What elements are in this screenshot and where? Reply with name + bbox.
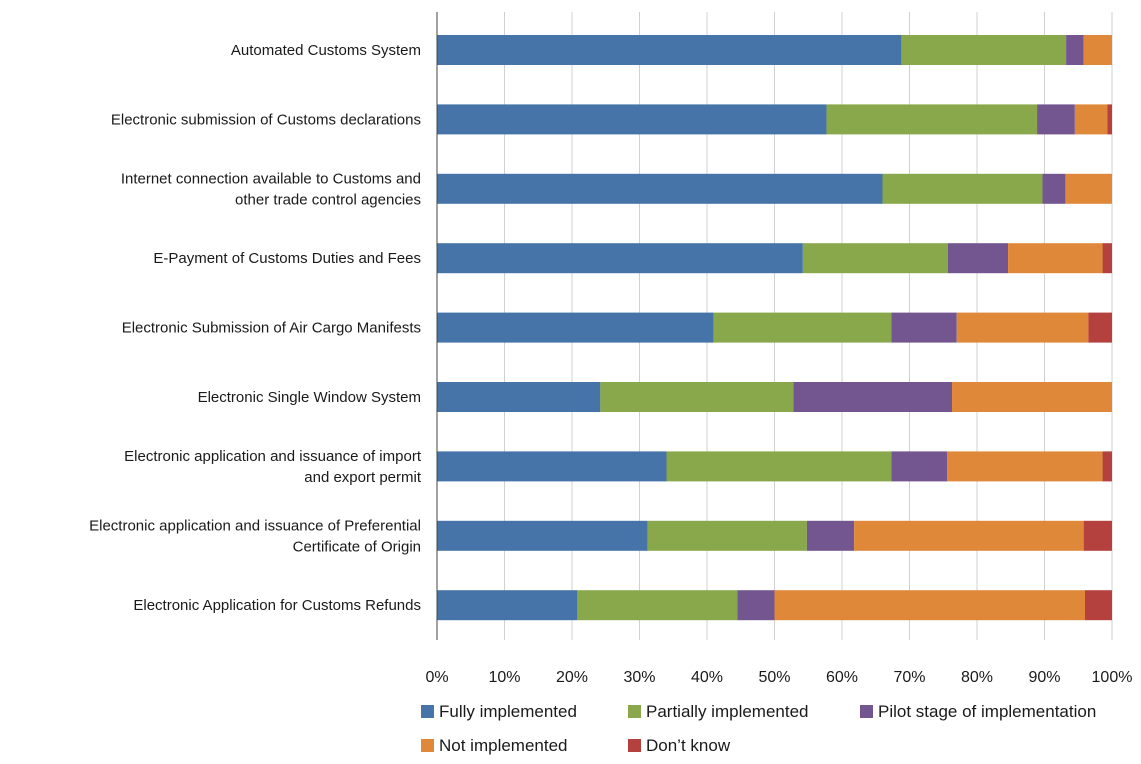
bar-segment — [952, 382, 1112, 412]
bar-segment — [1088, 312, 1112, 343]
legend-swatch — [421, 705, 434, 718]
bar-segment — [437, 312, 714, 343]
category-label: Electronic Submission of Air Cargo Manif… — [122, 320, 421, 337]
category-label-line: Electronic application and issuance of i… — [124, 448, 422, 465]
legend-label: Fully implemented — [439, 702, 577, 721]
legend-label: Don’t know — [646, 736, 731, 755]
bar-segment — [1107, 104, 1112, 135]
bar-segment — [437, 590, 578, 621]
bar-segment — [947, 243, 1009, 274]
category-label-line: Electronic Single Window System — [198, 389, 421, 406]
bar-segment — [1042, 173, 1066, 204]
bar-segment — [1085, 590, 1112, 621]
bar-segment — [577, 590, 738, 621]
legend-swatch — [860, 705, 873, 718]
bar-segment — [882, 173, 1043, 204]
bar-segment — [437, 451, 667, 482]
x-tick-label: 30% — [623, 669, 655, 686]
bar-segment — [1008, 243, 1103, 274]
category-label-line: Internet connection available to Customs… — [121, 170, 421, 187]
bar-segment — [1066, 35, 1084, 65]
legend-swatch — [628, 705, 641, 718]
bar-segment — [737, 590, 775, 621]
x-tick-label: 90% — [1028, 669, 1060, 686]
bar-segment — [802, 243, 948, 274]
bar-segment — [806, 520, 855, 551]
bar-segment — [901, 35, 1067, 65]
bar-segment — [774, 590, 1085, 621]
x-tick-label: 10% — [488, 669, 520, 686]
category-label: Electronic Single Window System — [198, 389, 421, 406]
bar-segment — [437, 243, 803, 274]
legend-item: Partially implemented — [628, 702, 809, 721]
bar-segment — [1065, 173, 1112, 204]
legend-swatch — [628, 739, 641, 752]
legend-label: Partially implemented — [646, 702, 809, 721]
x-tick-labels: 0% 10% 20% 30% 40% 50% 60% 70% 80% 90% 100% — [425, 669, 1132, 686]
bar-segment — [437, 35, 902, 65]
bar-segment — [1074, 104, 1108, 135]
bar-segment — [1037, 104, 1075, 135]
x-tick-label: 80% — [961, 669, 993, 686]
bar-segment — [891, 451, 948, 482]
bar-segment — [956, 312, 1089, 343]
category-label-line: Automated Customs System — [231, 42, 421, 59]
legend-item: Not implemented — [421, 736, 568, 755]
bar-segment — [437, 520, 648, 551]
legend: Fully implemented Partially implemented Pi… — [421, 702, 1096, 755]
legend-item: Pilot stage of implementation — [860, 702, 1096, 721]
bar-segment — [713, 312, 892, 343]
bar-segment — [947, 451, 1103, 482]
bar-segment — [1102, 451, 1112, 482]
bars — [437, 35, 1112, 621]
category-label-line: Electronic Submission of Air Cargo Manif… — [122, 320, 421, 337]
x-tick-label: 20% — [556, 669, 588, 686]
category-label: Electronic application and issuance of i… — [124, 448, 422, 486]
category-label: Electronic application and issuance of P… — [89, 517, 421, 555]
category-label-line: and export permit — [304, 469, 422, 486]
bar-segment — [437, 382, 601, 412]
bar-segment — [1102, 243, 1112, 274]
x-tick-label: 50% — [758, 669, 790, 686]
legend-item: Fully implemented — [421, 702, 577, 721]
category-label-line: Electronic application and issuance of P… — [89, 517, 421, 534]
x-tick-label: 100% — [1092, 669, 1133, 686]
x-tick-label: 70% — [893, 669, 925, 686]
x-tick-label: 60% — [826, 669, 858, 686]
bar-segment — [437, 173, 883, 204]
category-label: Electronic Application for Customs Refun… — [133, 597, 421, 614]
category-label-line: Electronic Application for Customs Refun… — [133, 597, 421, 614]
category-label: Electronic submission of Customs declara… — [111, 111, 421, 128]
legend-swatch — [421, 739, 434, 752]
legend-label: Not implemented — [439, 736, 568, 755]
bar-segment — [1083, 520, 1112, 551]
category-label: Automated Customs System — [231, 42, 421, 59]
category-label-line: E-Payment of Customs Duties and Fees — [153, 250, 421, 267]
bar-segment — [891, 312, 957, 343]
bar-segment — [826, 104, 1038, 135]
bar-segment — [437, 104, 827, 135]
bar-segment — [854, 520, 1084, 551]
category-label-line: Certificate of Origin — [293, 538, 421, 555]
bar-segment — [600, 382, 794, 412]
bar-segment — [666, 451, 892, 482]
category-label: Internet connection available to Customs… — [121, 170, 421, 208]
category-labels: Automated Customs System Electronic submi… — [89, 42, 422, 614]
x-tick-label: 0% — [425, 669, 448, 686]
category-label-line: other trade control agencies — [235, 191, 421, 208]
bar-segment — [1083, 35, 1112, 65]
legend-item: Don’t know — [628, 736, 731, 755]
legend-label: Pilot stage of implementation — [878, 702, 1096, 721]
category-label-line: Electronic submission of Customs declara… — [111, 111, 421, 128]
bar-segment — [647, 520, 807, 551]
bar-segment — [793, 382, 953, 412]
category-label: E-Payment of Customs Duties and Fees — [153, 250, 421, 267]
x-tick-label: 40% — [691, 669, 723, 686]
